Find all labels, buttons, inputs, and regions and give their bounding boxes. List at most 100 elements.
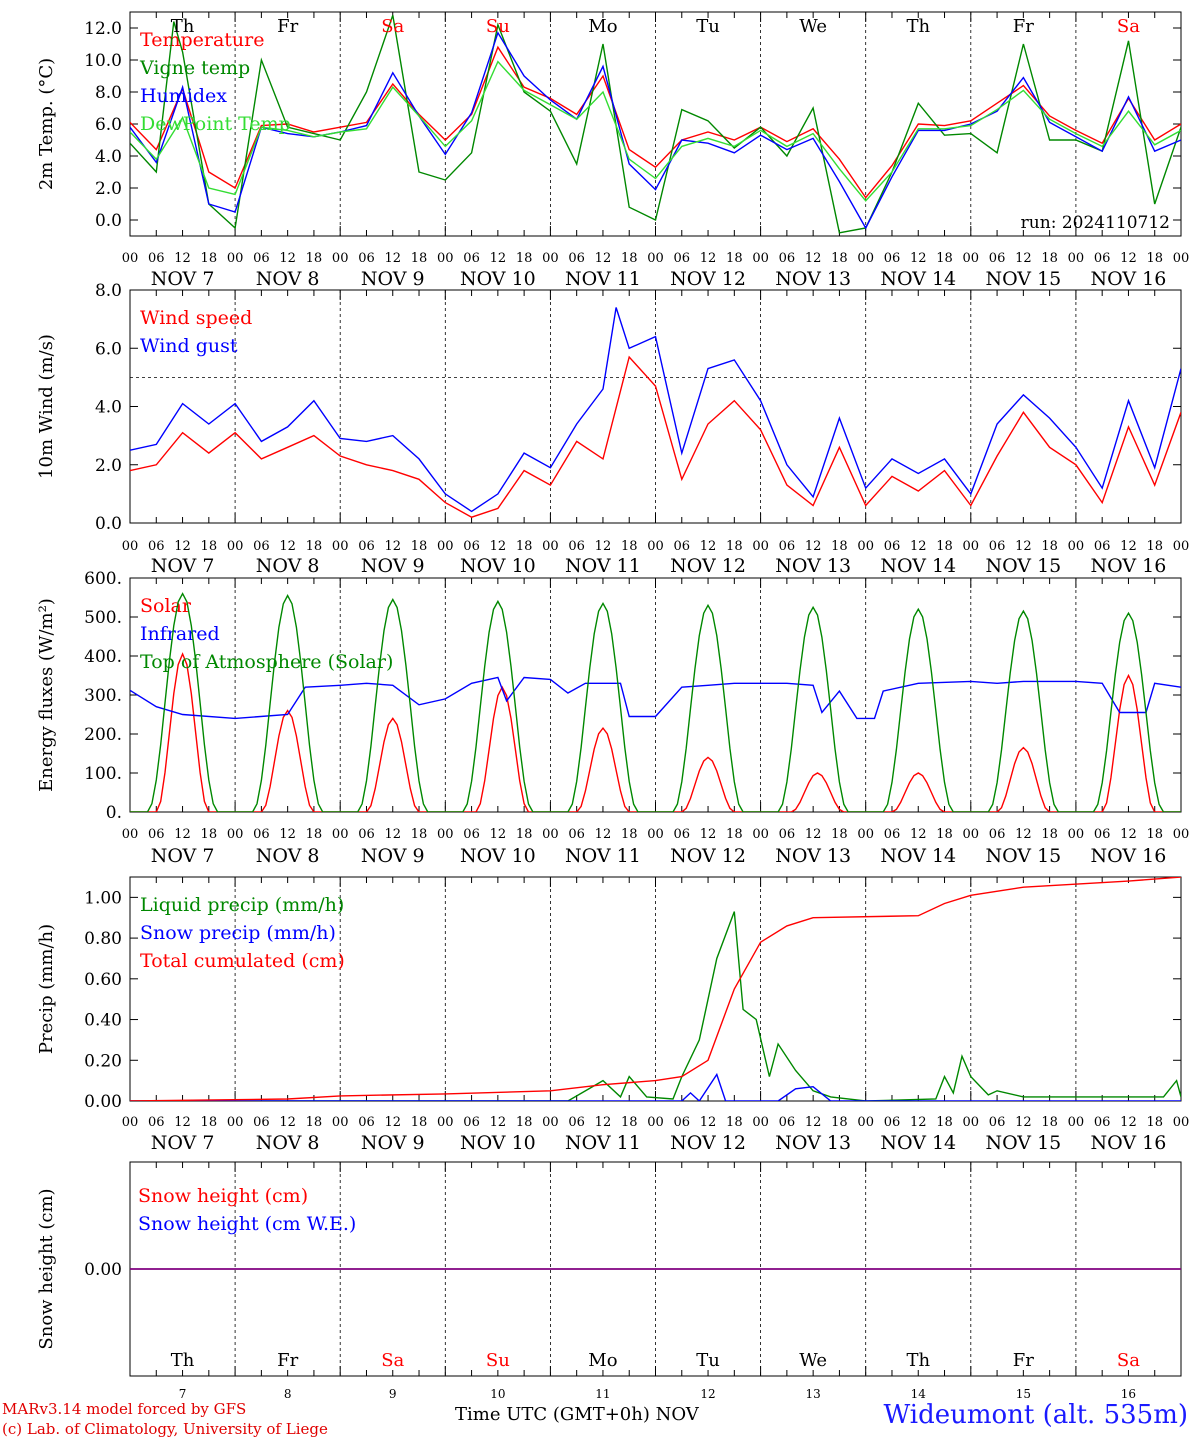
hour-tick-label: 12 [279,827,296,842]
hour-tick-label: 06 [358,539,375,554]
hour-tick-label: 18 [621,827,638,842]
hour-tick-label: 06 [148,251,165,266]
hour-tick-label: 06 [884,539,901,554]
hour-tick-label: 12 [910,251,927,266]
hour-tick-label: 00 [1068,827,1085,842]
time-axis-text: Time UTC (GMT+0h) [455,1404,650,1425]
y-tick-label: 12.0 [84,19,122,39]
date-label: NOV 7 [151,845,215,867]
hour-tick-label: 12 [174,827,191,842]
hour-tick-label: 18 [411,1115,428,1130]
hour-tick-label: 06 [253,827,270,842]
hour-tick-label: 00 [542,1115,559,1130]
date-label: NOV 13 [775,845,851,867]
date-label: NOV 13 [775,555,851,577]
day-name-label: Th [171,1350,195,1371]
hour-tick-label: 00 [647,827,664,842]
series-line-vigne-temp [130,14,1181,234]
day-name-label: Th [906,16,930,37]
footer-credit-label: (c) Lab. of Climatology, University of L… [2,1420,328,1438]
hour-tick-label: 00 [752,539,769,554]
day-name-label: Tu [696,1350,720,1371]
day-number-label: 9 [389,1387,397,1401]
time-axis-label: Time UTC (GMT+0h) NOV [455,1404,699,1425]
hour-tick-label: 18 [726,1115,743,1130]
hour-tick-label: 18 [936,827,953,842]
hour-tick-label: 06 [779,251,796,266]
hour-tick-label: 06 [358,827,375,842]
footer-model-label: MARv3.14 model forced by GFS [2,1400,247,1418]
hour-tick-label: 00 [857,251,874,266]
station-label: Wideumont (alt. 535m) [883,1400,1188,1430]
y-axis-label: Energy fluxes (W/m²) [36,598,57,792]
hour-tick-label: 18 [306,539,323,554]
series-line-dewpoint-temp [130,60,1181,202]
day-name-label: Fr [277,1350,298,1371]
hour-tick-label: 06 [148,1115,165,1130]
y-tick-label: 0.40 [84,1011,122,1031]
y-tick-label: 500. [84,608,122,628]
y-tick-label: 0.00 [84,1092,122,1112]
y-tick-label: 0.60 [84,970,122,990]
hour-tick-label: 12 [805,827,822,842]
date-label: NOV 10 [460,1132,536,1154]
hour-tick-label: 12 [279,539,296,554]
hour-tick-label: 12 [805,1115,822,1130]
day-number-label: 10 [490,1387,505,1401]
hour-tick-label: 18 [516,251,533,266]
hour-tick-label: 00 [752,827,769,842]
date-label: NOV 8 [256,555,320,577]
hour-tick-label: 00 [1173,1115,1190,1130]
hour-tick-label: 00 [963,251,980,266]
hour-tick-label: 18 [621,539,638,554]
panel-3: 0. 100. 200. 300. 400. 500. 600. Energy fluxes … [36,569,1189,867]
hour-tick-label: 12 [490,1115,507,1130]
date-label: NOV 10 [460,555,536,577]
hour-tick-label: 12 [490,251,507,266]
legend-label: Liquid precip (mm/h) [140,894,344,916]
hour-tick-label: 12 [700,539,717,554]
y-tick-label: 0. [106,803,122,823]
run-label: run: 2024110712 [1021,213,1170,233]
hour-tick-label: 18 [1146,827,1163,842]
date-label: NOV 9 [361,268,425,290]
hour-tick-label: 00 [332,827,349,842]
day-name-label: Su [486,1350,510,1371]
day-name-label: Fr [1013,16,1034,37]
hour-tick-label: 12 [700,827,717,842]
hour-tick-label: 12 [700,251,717,266]
hour-tick-label: 12 [910,539,927,554]
day-name-label: Fr [277,16,298,37]
hour-tick-label: 18 [726,251,743,266]
day-name-label: Mo [588,1350,617,1371]
hour-tick-label: 12 [700,1115,717,1130]
panel-4: 0.00 0.20 0.40 0.60 0.80 1.00 Precip (mm/h) Liq… [36,876,1190,1154]
hour-tick-label: 18 [306,827,323,842]
day-name-label: Sa [1117,1350,1140,1371]
date-label: NOV 13 [775,1132,851,1154]
date-label: NOV 12 [670,845,746,867]
date-label: NOV 14 [880,268,956,290]
y-axis-label: Snow height (cm) [36,1188,57,1349]
hour-tick-label: 06 [148,827,165,842]
hour-tick-label: 00 [647,1115,664,1130]
y-tick-label: 0.0 [95,211,122,231]
hour-tick-label: 00 [1068,1115,1085,1130]
hour-tick-label: 06 [674,1115,691,1130]
hour-tick-label: 00 [227,539,244,554]
date-label: NOV 8 [256,268,320,290]
hour-tick-label: 00 [542,251,559,266]
hour-tick-label: 12 [805,251,822,266]
hour-tick-label: 06 [463,827,480,842]
hour-tick-label: 18 [411,827,428,842]
hour-tick-label: 06 [779,1115,796,1130]
hour-tick-label: 12 [384,1115,401,1130]
date-label: NOV 15 [985,845,1061,867]
date-label: NOV 7 [151,1132,215,1154]
y-axis-label: 10m Wind (m/s) [36,334,57,479]
hour-tick-label: 18 [1041,1115,1058,1130]
series-line-temperature [130,45,1181,199]
y-tick-label: 4.0 [95,147,122,167]
hour-tick-label: 06 [989,251,1006,266]
